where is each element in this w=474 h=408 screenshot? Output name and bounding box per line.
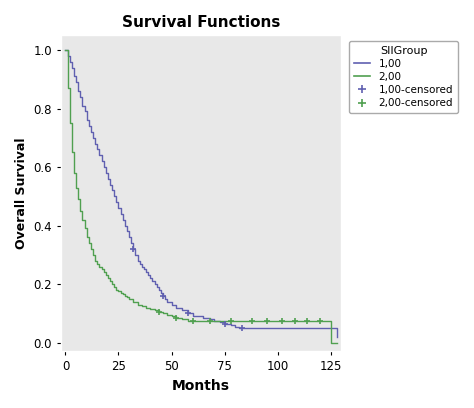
- Y-axis label: Overall Survival: Overall Survival: [15, 137, 28, 249]
- X-axis label: Months: Months: [172, 379, 230, 393]
- Legend: 1,00, 2,00, 1,00-censored, 2,00-censored: 1,00, 2,00, 1,00-censored, 2,00-censored: [349, 40, 458, 113]
- Title: Survival Functions: Survival Functions: [122, 15, 281, 30]
